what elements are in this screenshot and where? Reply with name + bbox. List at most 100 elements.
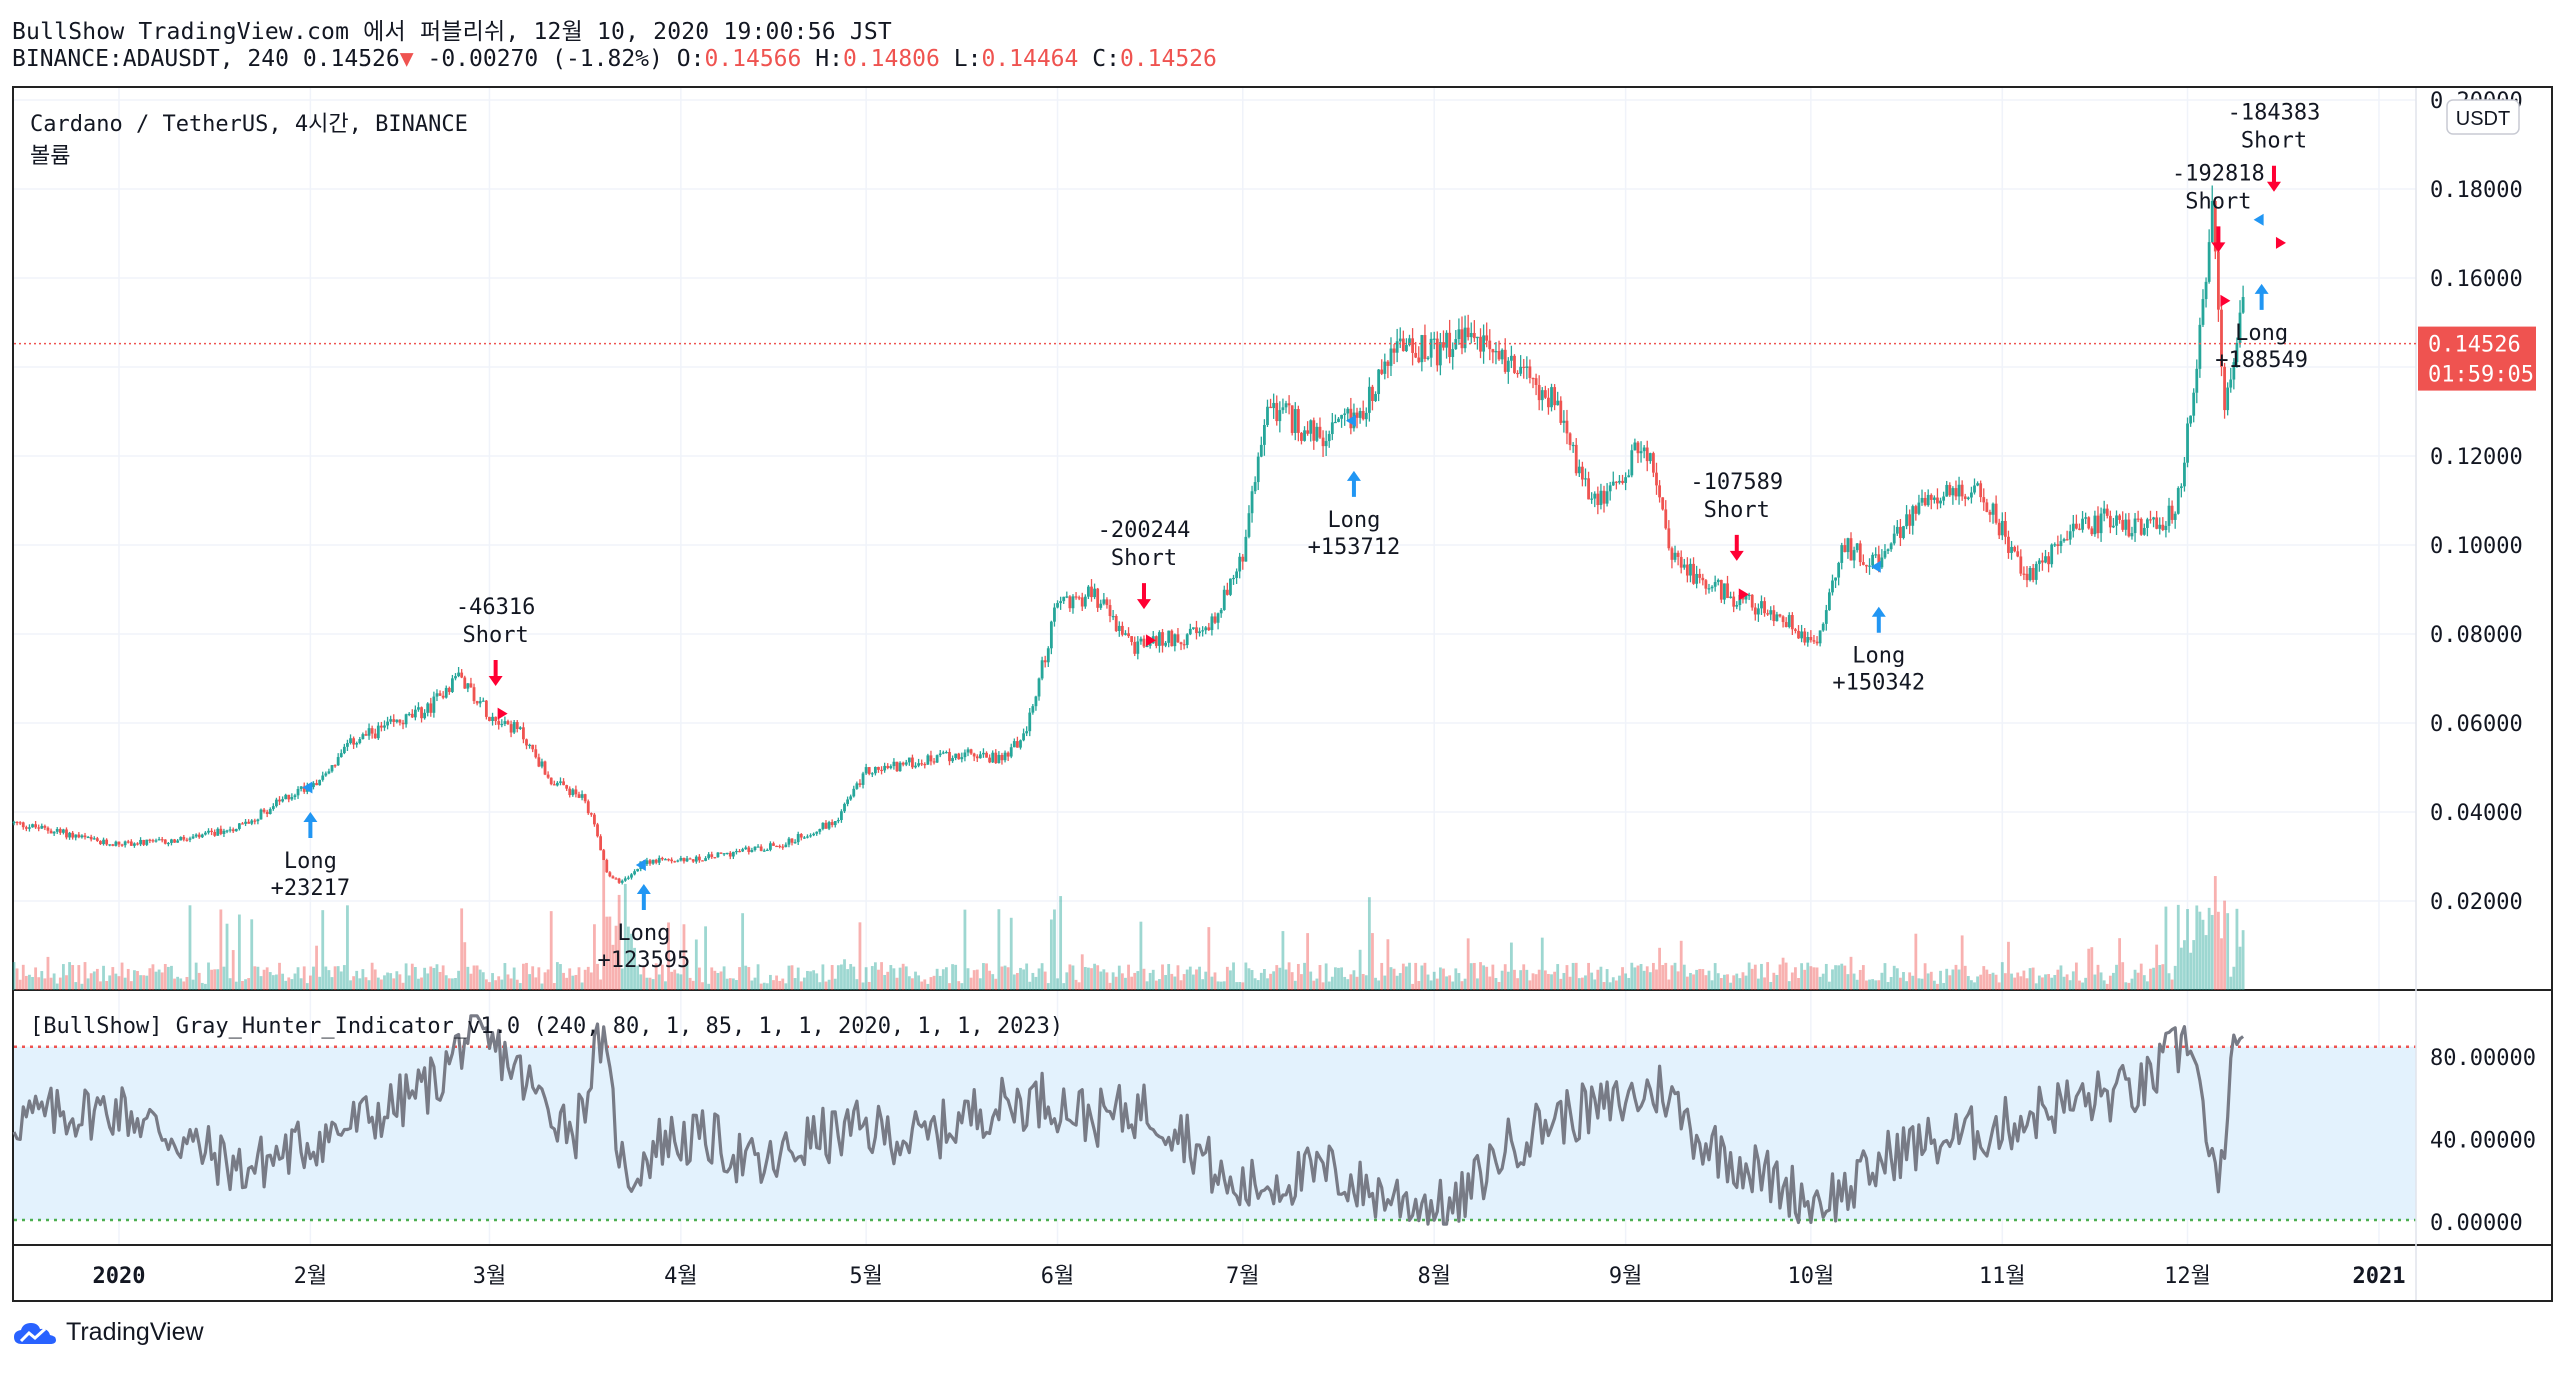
signal-long-2 [635, 858, 651, 910]
signal-amount: -107589 [1690, 470, 1783, 495]
candle-body [49, 830, 53, 834]
candle-body [1167, 630, 1171, 643]
candle-body [1485, 335, 1489, 341]
candle-body [1019, 740, 1022, 748]
candle-body [651, 859, 655, 864]
volume-bar [1778, 964, 1782, 990]
volume-bar [268, 972, 272, 990]
volume-bar [691, 980, 695, 990]
candle-body [2210, 200, 2214, 243]
volume-bar [657, 974, 661, 990]
candle-body [231, 829, 235, 832]
volume-bar [2118, 938, 2122, 990]
candle-body [1074, 596, 1078, 598]
candle-body [895, 761, 899, 772]
candle-body [648, 860, 652, 864]
volume-bar [1006, 967, 1010, 990]
volume-bar [432, 967, 436, 990]
volume-bar [1951, 969, 1955, 990]
candle-body [741, 849, 745, 852]
short-marker-icon [2220, 294, 2231, 307]
volume-bar [707, 983, 711, 990]
candle-body [685, 858, 689, 862]
volume-bar [1880, 972, 1884, 990]
candle-body [1442, 342, 1445, 348]
volume-bar [821, 964, 825, 990]
volume-bar [509, 978, 513, 990]
volume-bar [1457, 973, 1461, 990]
symbol-label[interactable]: BINANCE:ADAUSDT, 240 [12, 46, 289, 72]
candle-body [194, 834, 198, 837]
candle-body [2149, 519, 2152, 521]
candle-body [457, 672, 460, 677]
volume-bar [1003, 965, 1007, 990]
candle-body [1083, 596, 1087, 607]
volume-bar [583, 969, 587, 990]
candle-body [1590, 498, 1594, 500]
short-marker-icon [497, 707, 508, 720]
candle-body [1525, 366, 1529, 368]
volume-bar [1534, 974, 1538, 990]
candle-body [938, 753, 942, 756]
candle-body [1003, 752, 1007, 761]
candle-body [407, 713, 411, 716]
candle-body [370, 728, 374, 734]
volume-bar [89, 973, 93, 990]
volume-bar [901, 963, 905, 990]
volume-bar [454, 977, 457, 990]
candle-body [1445, 332, 1448, 348]
volume-bar [1652, 962, 1655, 990]
volume-bar [111, 967, 115, 990]
volume-bar [139, 975, 142, 990]
volume-bar [410, 963, 414, 990]
candle-body [926, 755, 930, 765]
time-axis-label: 12월 [2164, 1264, 2211, 1289]
volume-bar [2044, 974, 2047, 990]
time-axis-label: 11월 [1979, 1264, 2026, 1289]
volume-bar [308, 975, 312, 990]
candle-body [1522, 366, 1526, 369]
volume-bar [2207, 907, 2211, 990]
volume-bar [852, 966, 856, 990]
volume-bar [2164, 906, 2168, 990]
volume-bar [614, 925, 618, 990]
volume-bar [938, 975, 942, 990]
candle-body [522, 727, 525, 740]
volume-bar [494, 980, 498, 990]
volume-bar [2130, 978, 2134, 990]
candle-body [2223, 366, 2226, 411]
signal-label: Long [284, 849, 337, 874]
candle-body [86, 836, 90, 839]
candle-body [237, 823, 241, 829]
volume-bar [719, 971, 723, 990]
volume-bar [2167, 973, 2171, 990]
volume-bar [1479, 962, 1482, 990]
candle-body [1747, 594, 1751, 597]
volume-bar [716, 973, 720, 990]
candle-body [1639, 451, 1643, 454]
volume-bar [589, 972, 593, 990]
volume-bar [676, 973, 680, 990]
tradingview-logo[interactable]: TradingView [12, 1318, 204, 1347]
volume-bar [305, 983, 309, 990]
volume-bar [2068, 980, 2072, 990]
candle-body [1695, 573, 1699, 584]
volume-bar [1225, 966, 1229, 990]
candle-body [2028, 568, 2032, 581]
candle-body [219, 828, 223, 834]
volume-bar [512, 967, 516, 990]
candle-body [2102, 508, 2106, 514]
candle-body [126, 841, 130, 843]
candle-body [518, 727, 522, 729]
candle-body [1902, 526, 1905, 538]
volume-bar [1488, 976, 1492, 990]
volume-bar [463, 942, 467, 990]
candle-body [1852, 550, 1856, 561]
candle-body [877, 766, 880, 770]
candle-body [1775, 614, 1779, 622]
candle-body [61, 829, 65, 833]
candle-body [336, 757, 340, 766]
candle-body [2062, 539, 2066, 542]
candle-body [636, 868, 640, 872]
